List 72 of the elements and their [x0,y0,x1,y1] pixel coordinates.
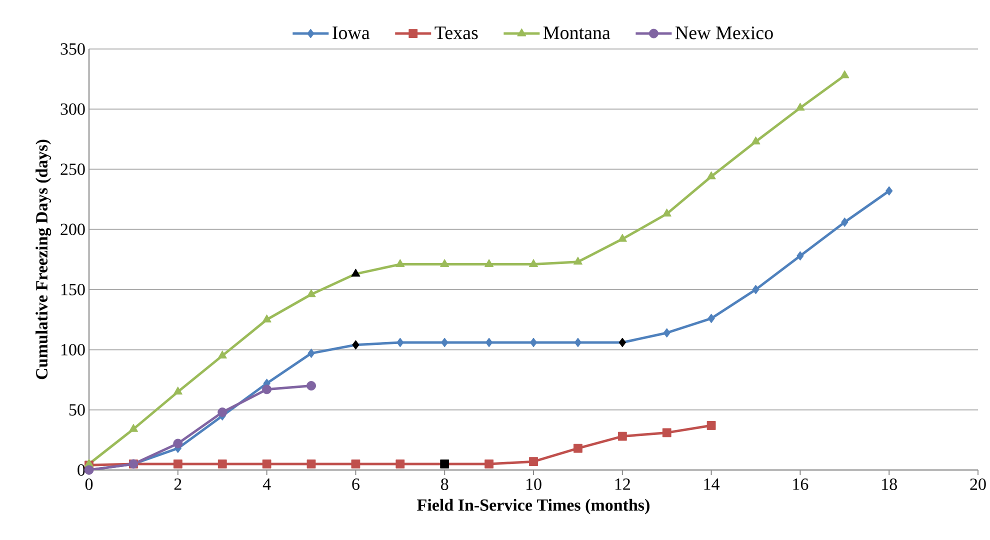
legend-label: New Mexico [675,26,773,40]
point [484,259,494,268]
point [262,314,272,322]
point [306,289,316,298]
x-tick-label: 18 [882,478,897,490]
x-tick-label: 12 [615,478,630,490]
x-tick-label: 0 [85,478,93,490]
x-tick-label: 6 [352,478,360,490]
point [662,428,672,438]
point [840,70,850,78]
legend-label: Montana [543,26,610,40]
point [352,340,360,350]
y-tick-label: 150 [61,284,85,296]
point [796,251,804,261]
point [530,338,538,348]
x-tick-label: 16 [793,478,808,490]
y-tick-label: 100 [61,344,85,356]
y-tick-label: 350 [60,43,85,55]
point [218,460,227,468]
y-tick-label: 300 [60,103,85,115]
x-tick-label: 14 [704,478,720,490]
point [663,328,670,338]
point [396,259,405,268]
point [396,338,404,348]
point [529,457,538,466]
point [528,259,538,268]
point [618,432,627,441]
x-tick-label: 2 [174,478,182,490]
point [351,268,360,277]
point [841,217,848,227]
point [484,460,494,468]
y-axis-title: Cumulative Freezing Days (days) [36,140,52,380]
point [708,314,715,324]
point [574,444,582,453]
legend-label: Texas [434,26,478,40]
y-tick-label: 200 [60,224,85,236]
point [751,136,760,144]
point [752,284,760,294]
point [173,460,182,468]
point [306,381,316,391]
point [262,384,272,394]
y-tick-label: 50 [69,404,85,416]
point [485,338,493,348]
x-tick-label: 10 [526,478,542,490]
point [218,350,227,358]
point [218,408,228,417]
point [573,256,583,265]
point [173,438,183,448]
y-tick-label: 250 [60,164,85,176]
point [618,338,626,348]
point [306,460,316,468]
x-tick-label: 8 [441,478,448,490]
point [706,171,716,180]
legend-label: Iowa [332,26,370,40]
point [262,460,272,468]
x-tick-label: 4 [262,478,271,490]
point [574,338,582,348]
point [440,460,450,468]
point [440,338,448,348]
point [440,259,450,268]
point [396,460,405,468]
x-tick-label: 20 [970,478,986,490]
x-axis-title: Field In-Service Times (months) [417,498,650,514]
y-tick-label: 0 [78,464,85,476]
point [885,186,893,196]
point [662,208,672,217]
point [173,386,182,395]
point [128,424,138,432]
point [706,421,716,430]
point [351,460,360,468]
point [796,102,805,111]
point [308,348,315,358]
